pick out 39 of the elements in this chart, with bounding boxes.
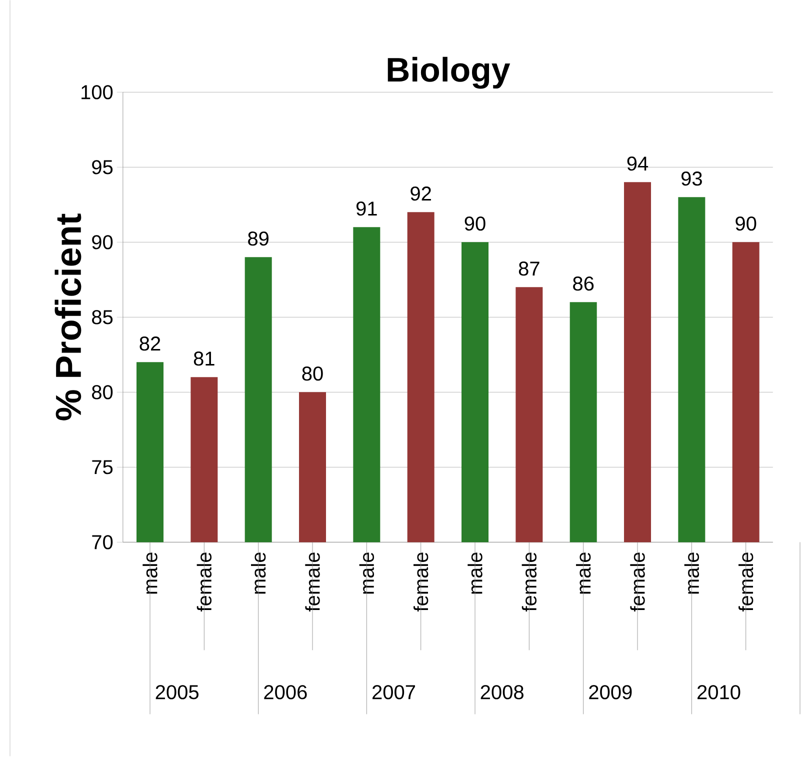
x-tick-label: male bbox=[359, 552, 374, 594]
text: 2005 bbox=[156, 685, 198, 700]
y-tick-label: 100 bbox=[82, 85, 113, 100]
data-label: 92 bbox=[410, 186, 431, 201]
x-tick-label: female bbox=[738, 552, 754, 612]
data-label: 86 bbox=[573, 276, 594, 291]
x-tick-label: female bbox=[305, 552, 320, 612]
data-label: 90 bbox=[736, 216, 756, 231]
data-label: 87 bbox=[518, 261, 540, 276]
text: 2007 bbox=[372, 685, 415, 700]
y-tick-label: 70 bbox=[92, 535, 113, 550]
x-tick-label: female bbox=[413, 552, 428, 612]
y-tick-label: 85 bbox=[92, 310, 113, 324]
data-label: 81 bbox=[194, 351, 214, 366]
text: 2006 bbox=[264, 685, 307, 700]
text: 2010 bbox=[698, 685, 740, 700]
x-tick-label: female bbox=[196, 552, 212, 612]
data-label: 82 bbox=[140, 336, 160, 351]
chart-title: Biology bbox=[388, 56, 510, 89]
data-label: 94 bbox=[627, 156, 648, 171]
x-tick-label: female bbox=[522, 552, 537, 612]
data-label: 80 bbox=[302, 366, 323, 381]
data-label: 90 bbox=[464, 216, 486, 231]
y-tick-label: 75 bbox=[92, 460, 113, 474]
data-label: 89 bbox=[248, 231, 269, 246]
y-tick-label: 80 bbox=[92, 385, 113, 400]
x-tick-label: male bbox=[576, 552, 591, 594]
text: 2008 bbox=[480, 685, 524, 700]
x-tick-label: female bbox=[630, 552, 645, 612]
y-tick-label: 95 bbox=[92, 160, 113, 174]
y-tick-label: 90 bbox=[92, 235, 113, 250]
data-label: 91 bbox=[356, 201, 377, 216]
data-label: 93 bbox=[681, 171, 702, 186]
text: 2009 bbox=[589, 685, 632, 700]
x-tick-label: male bbox=[468, 552, 482, 594]
x-tick-label: male bbox=[684, 552, 700, 594]
x-tick-label: male bbox=[142, 552, 158, 594]
x-tick-label: male bbox=[250, 552, 266, 594]
y-axis-title: % Proficient bbox=[54, 214, 82, 420]
